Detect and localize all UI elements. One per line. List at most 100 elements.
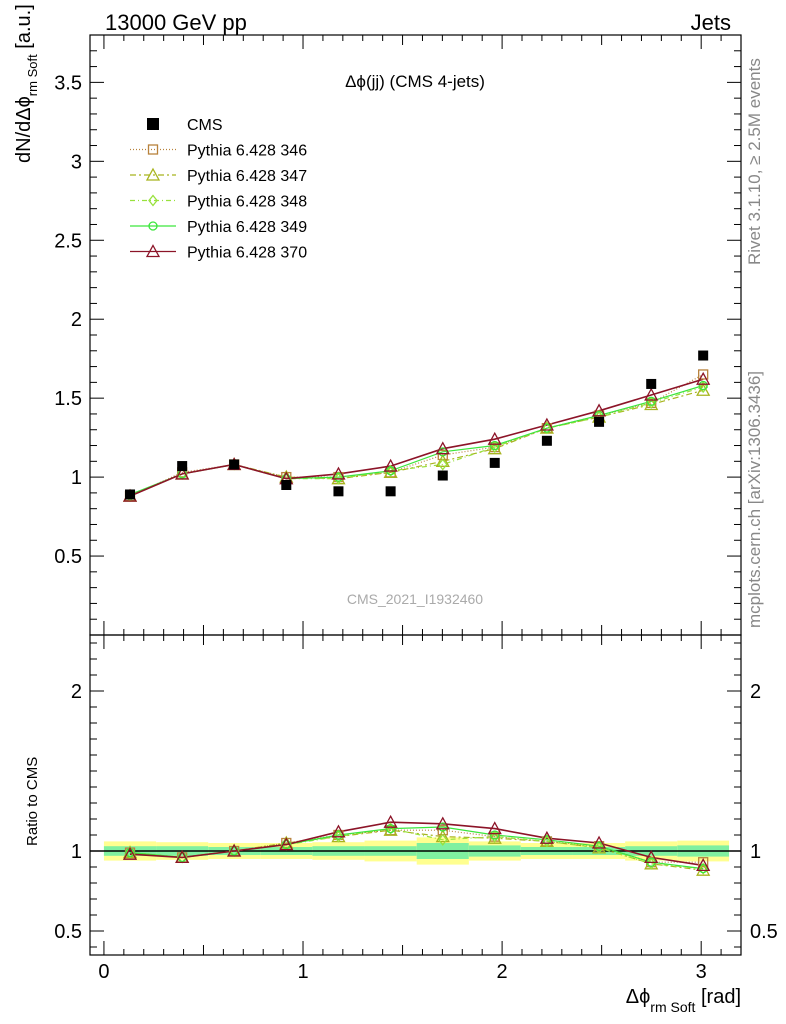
- ratio-point-pythia-6-428-370: [487, 821, 502, 835]
- series-line-pythia-6-428-370: [129, 378, 704, 497]
- legend: CMS Pythia 6.428 346 Pythia 6.428 347 Pythi…: [130, 117, 307, 262]
- data-point-cms: [333, 486, 344, 497]
- data-point-cms: [698, 350, 709, 361]
- legend-marker-pythia-6-428-348: [148, 194, 158, 207]
- data-point-pythia-6-428-370: [331, 466, 346, 480]
- data-point-cms: [646, 378, 657, 389]
- y-tick-label: 2.5: [54, 230, 82, 252]
- legend-marker-cms: [147, 118, 159, 130]
- ratio-y-tick-label-right: 2: [750, 681, 761, 703]
- y-axis-label: dN/dΔϕrm Soft [a.u.]: [13, 4, 40, 163]
- data-point-pythia-6-428-349: [438, 447, 448, 457]
- ratio-point-pythia-6-428-370: [591, 835, 607, 849]
- ratio-point-pythia-6-428-370: [331, 824, 346, 838]
- data-point-pythia-6-428-349: [490, 440, 500, 451]
- data-point-pythia-6-428-370: [175, 466, 190, 480]
- legend-marker-pythia-6-428-347: [145, 167, 161, 181]
- data-point-pythia-6-428-370: [591, 403, 607, 417]
- x-tick-label: 0: [98, 961, 109, 983]
- legend-label-pythia-6-428-346: Pythia 6.428 346: [187, 143, 307, 160]
- ratio-point-pythia-6-428-349: [438, 822, 448, 832]
- ratio-y-axis-label: Ratio to CMS: [24, 757, 41, 846]
- ratio-point-pythia-6-428-370: [122, 846, 138, 860]
- ratio-point-pythia-6-428-370: [227, 843, 242, 857]
- y-tick-label: 3.5: [54, 72, 82, 94]
- data-point-pythia-6-428-349: [542, 423, 552, 433]
- ratio-point-pythia-6-428-370: [696, 858, 711, 872]
- ratio-point-pythia-6-428-349: [490, 830, 500, 840]
- rivet-version-label: Rivet 3.1.10, ≥ 2.5M events: [745, 58, 764, 265]
- ratio-point-pythia-6-428-346: [698, 857, 709, 868]
- ratio-point-pythia-6-428-370: [435, 816, 450, 830]
- ratio-line-pythia-6-428-348: [129, 827, 704, 870]
- data-point-pythia-6-428-348: [385, 464, 396, 477]
- data-point-pythia-6-428-370: [644, 387, 659, 401]
- data-point-cms: [177, 461, 188, 472]
- ratio-point-pythia-6-428-349: [333, 830, 344, 840]
- data-point-pythia-6-428-349: [646, 396, 656, 406]
- series-line-pythia-6-428-346: [129, 373, 704, 497]
- data-point-pythia-6-428-348: [646, 396, 657, 409]
- ratio-point-pythia-6-428-370: [539, 830, 554, 844]
- x-tick-label: 2: [497, 961, 508, 983]
- legend-label-pythia-6-428-370: Pythia 6.428 370: [187, 245, 307, 262]
- data-point-pythia-6-428-349: [698, 380, 708, 391]
- ratio-y-tick-label: 0.5: [54, 921, 82, 943]
- data-point-pythia-6-428-348: [698, 381, 709, 394]
- data-point-pythia-6-428-346: [698, 369, 709, 380]
- legend-label-pythia-6-428-347: Pythia 6.428 347: [187, 168, 307, 185]
- ratio-point-pythia-6-428-347: [435, 829, 450, 843]
- ratio-point-pythia-6-428-370: [383, 814, 398, 828]
- ratio-point-pythia-6-428-348: [125, 846, 135, 859]
- data-point-pythia-6-428-347: [696, 382, 711, 396]
- ratio-point-pythia-6-428-348: [333, 830, 344, 843]
- legend-label-cms: CMS: [187, 117, 223, 134]
- ratio-point-pythia-6-428-349: [385, 823, 396, 834]
- data-point-pythia-6-428-370: [487, 431, 502, 445]
- ratio-point-pythia-6-428-349: [698, 863, 708, 874]
- y-tick-label: 1: [71, 467, 82, 489]
- data-point-cms: [437, 470, 448, 481]
- ratio-plot-panel: 0.5 0.5 1 1 2 2 0 1 2 3 Ratio to CMS Δϕrm Soft [r…: [24, 634, 778, 1015]
- series-line-pythia-6-428-348: [129, 386, 704, 497]
- ratio-point-pythia-6-428-370: [644, 850, 659, 864]
- y-tick-label: 0.5: [54, 546, 82, 568]
- data-point-pythia-6-428-370: [435, 441, 450, 455]
- ratio-y-tick-label-right: 1: [750, 841, 761, 863]
- ratio-point-pythia-6-428-348: [594, 841, 604, 854]
- ratio-y-tick-label-right: 0.5: [750, 921, 778, 943]
- data-point-pythia-6-428-348: [542, 422, 552, 435]
- main-plot-panel: 0.5 1 1.5 2 2.5 3 3.5 Δϕ(jj) (CMS 4-jets) CMS_…: [13, 4, 742, 636]
- ratio-y-tick-label: 2: [71, 681, 82, 703]
- legend-marker-pythia-6-428-346: [147, 144, 159, 155]
- data-point-cms: [281, 480, 292, 490]
- ratio-line-pythia-6-428-370: [129, 821, 704, 867]
- data-point-pythia-6-428-370: [539, 417, 554, 431]
- legend-label-pythia-6-428-349: Pythia 6.428 349: [187, 219, 307, 236]
- y-tick-label: 3: [71, 151, 82, 173]
- ratio-plot-frame: [89, 634, 742, 956]
- data-point-cms: [594, 416, 605, 427]
- y-tick-label: 2: [71, 309, 82, 331]
- data-point-pythia-6-428-347: [435, 453, 450, 467]
- ratio-point-pythia-6-428-348: [437, 833, 448, 846]
- series-line-pythia-6-428-347: [129, 389, 704, 497]
- data-point-cms: [489, 457, 500, 468]
- legend-label-pythia-6-428-348: Pythia 6.428 348: [187, 194, 307, 211]
- y-tick-label: 1.5: [54, 388, 82, 410]
- ratio-point-pythia-6-428-348: [542, 835, 552, 848]
- data-point-pythia-6-428-348: [489, 441, 500, 454]
- data-point-pythia-6-428-348: [333, 472, 344, 485]
- energy-label: 13000 GeV pp: [105, 10, 247, 35]
- legend-marker-pythia-6-428-349: [148, 221, 158, 231]
- legend-marker-pythia-6-428-370: [145, 244, 161, 258]
- x-tick-label: 3: [696, 961, 707, 983]
- data-point-pythia-6-428-370: [696, 371, 711, 385]
- analysis-id-label: CMS_2021_I1932460: [347, 591, 483, 607]
- data-point-pythia-6-428-349: [333, 472, 344, 482]
- series-line-pythia-6-428-349: [129, 384, 704, 496]
- category-label: Jets: [691, 10, 731, 35]
- data-point-cms: [125, 489, 136, 500]
- ratio-y-tick-label: 1: [71, 841, 82, 863]
